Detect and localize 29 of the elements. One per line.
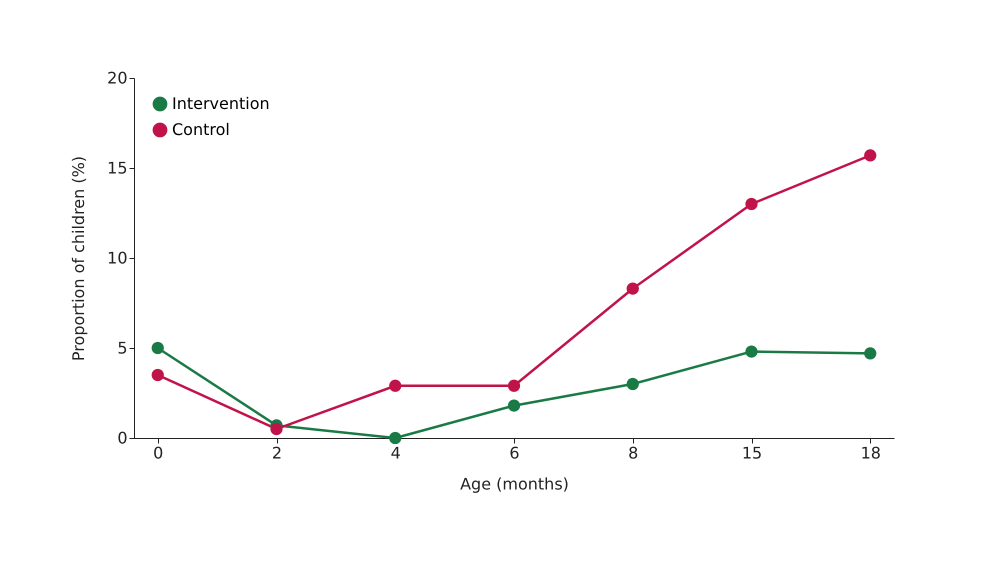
x-tick-label: 15 [742,444,762,462]
x-tick-label: 18 [860,444,881,462]
point [152,368,164,382]
point [745,345,758,358]
x-tick-label: 6 [509,444,520,462]
point [508,380,520,392]
x-tick-label: 2 [272,444,282,462]
x-tick-label: 8 [628,444,638,462]
point [270,422,283,436]
y-tick-label: 5 [117,338,128,358]
y-tick-label: 10 [107,248,128,268]
y-tick-label: 20 [107,68,128,88]
point [389,380,402,392]
point [389,432,402,444]
point [626,378,639,390]
point [864,149,876,162]
point [745,198,758,210]
legend-label: Intervention [172,94,270,113]
x-tick-label: 0 [153,444,164,462]
x-tick-label: 4 [390,444,401,462]
x-axis-title: Age (months) [460,474,569,494]
point [508,399,520,412]
y-tick-label: 0 [117,428,128,448]
point [626,282,639,295]
legend-label: Control [172,120,230,139]
point [152,342,164,354]
y-axis-title: Proportion of children (%) [69,156,88,362]
y-tick-label: 15 [107,158,128,178]
point [864,347,876,360]
